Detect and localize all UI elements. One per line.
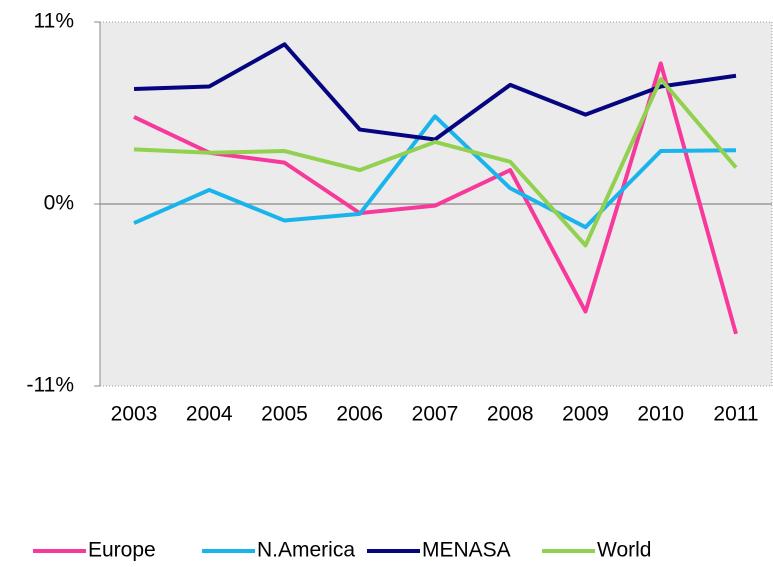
x-tick-label: 2004 [186,403,233,426]
x-tick-label: 2009 [562,403,609,426]
x-tick-label: 2003 [111,403,158,426]
legend-label: N.America [257,539,355,562]
series-line [133,61,738,335]
y-tick-label: -11% [27,374,74,397]
x-tick-label: 2011 [713,403,758,426]
x-tick-label: 2005 [261,403,308,426]
series-line [133,42,737,142]
x-tick-label: 2010 [637,403,684,426]
x-tick-label: 2008 [487,403,534,426]
y-tick-label: 0% [44,192,74,215]
x-tick-label: 2007 [412,403,459,426]
y-tick-label: 11% [34,10,74,33]
legend-label: MENASA [422,539,511,562]
series-line [133,114,737,230]
x-tick-label: 2006 [336,403,383,426]
series-line [133,77,738,248]
legend-label: Europe [88,539,156,562]
legend-label: World [597,539,651,562]
